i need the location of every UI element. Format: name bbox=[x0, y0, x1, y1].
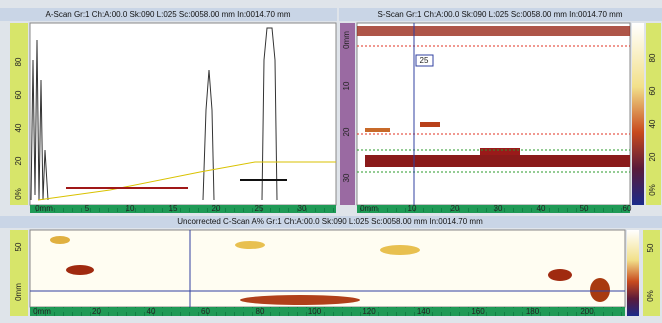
amplitude-scale bbox=[643, 230, 660, 316]
a-scan-plot bbox=[30, 23, 336, 205]
x-scale-label: 50 bbox=[580, 204, 589, 213]
y-scale-label: 10 bbox=[342, 81, 351, 90]
y-scale-label: 60 bbox=[648, 86, 657, 95]
amplitude-scale bbox=[646, 23, 661, 205]
y-scale-label: 20 bbox=[342, 127, 351, 136]
y-scale-label: 40 bbox=[648, 119, 657, 128]
y-scale-label: 0mm bbox=[14, 283, 23, 301]
c-scan-title: Uncorrected C-Scan A% Gr:1 Ch:A:00.0 Sk:… bbox=[177, 217, 483, 226]
x-scale-label: 0mm bbox=[35, 204, 53, 213]
x-scale-label: 140 bbox=[417, 307, 431, 316]
x-scale-label: 30 bbox=[494, 204, 503, 213]
y-scale-label: 0% bbox=[646, 290, 655, 302]
y-scale-label: 0mm bbox=[342, 31, 351, 49]
y-scale-label: 0% bbox=[14, 188, 23, 200]
y-scale-label: 80 bbox=[648, 53, 657, 62]
s-scan-plot bbox=[357, 23, 630, 205]
x-scale-label: 20 bbox=[92, 307, 101, 316]
y-scale-label: 80 bbox=[14, 57, 23, 66]
c-scan-plot bbox=[30, 230, 625, 307]
x-scale-label: 160 bbox=[471, 307, 485, 316]
color-bar bbox=[627, 230, 639, 316]
y-scale-label: 50 bbox=[14, 242, 23, 251]
y-scale-label: 30 bbox=[342, 173, 351, 182]
x-scale-label: 60 bbox=[201, 307, 210, 316]
color-bar bbox=[632, 23, 644, 205]
y-scale-label: 20 bbox=[648, 152, 657, 161]
app-window: A-Scan Gr:1 Ch:A:00.0 Sk:090 L:025 Sc:00… bbox=[0, 0, 662, 318]
x-scale-label: 40 bbox=[147, 307, 156, 316]
x-scale-label: 0mm bbox=[360, 204, 378, 213]
x-scale-label: 60 bbox=[623, 204, 632, 213]
x-scale-label: 120 bbox=[362, 307, 376, 316]
amplitude-scale bbox=[10, 23, 28, 205]
x-scale-label: 80 bbox=[256, 307, 265, 316]
x-scale-label: 180 bbox=[526, 307, 540, 316]
s-scan-title: S-Scan Gr:1 Ch:A:00.0 Sk:090 L:025 Sc:00… bbox=[377, 10, 622, 19]
x-scale-label: 10 bbox=[408, 204, 417, 213]
y-scale-label: 60 bbox=[14, 90, 23, 99]
x-scale-label: 20 bbox=[212, 204, 221, 213]
x-scale-label: 30 bbox=[298, 204, 307, 213]
x-scale-label: 40 bbox=[537, 204, 546, 213]
x-scale-label: 100 bbox=[308, 307, 322, 316]
x-scale-label: 10 bbox=[126, 204, 135, 213]
x-scale-label: 5 bbox=[85, 204, 90, 213]
y-scale-label: 20 bbox=[14, 156, 23, 165]
x-scale-label: 200 bbox=[580, 307, 594, 316]
x-scale-label: 0mm bbox=[33, 307, 51, 316]
x-scale-label: 20 bbox=[451, 204, 460, 213]
x-scale-label: 25 bbox=[255, 204, 264, 213]
x-scale-label: 15 bbox=[169, 204, 178, 213]
y-scale-label: 40 bbox=[14, 123, 23, 132]
y-scale-label: 50 bbox=[646, 243, 655, 252]
a-scan-title: A-Scan Gr:1 Ch:A:00.0 Sk:090 L:025 Sc:00… bbox=[45, 10, 290, 19]
y-scale-label: 0% bbox=[648, 184, 657, 196]
cursor-label: 25 bbox=[420, 56, 429, 65]
x-ruler bbox=[30, 205, 336, 213]
